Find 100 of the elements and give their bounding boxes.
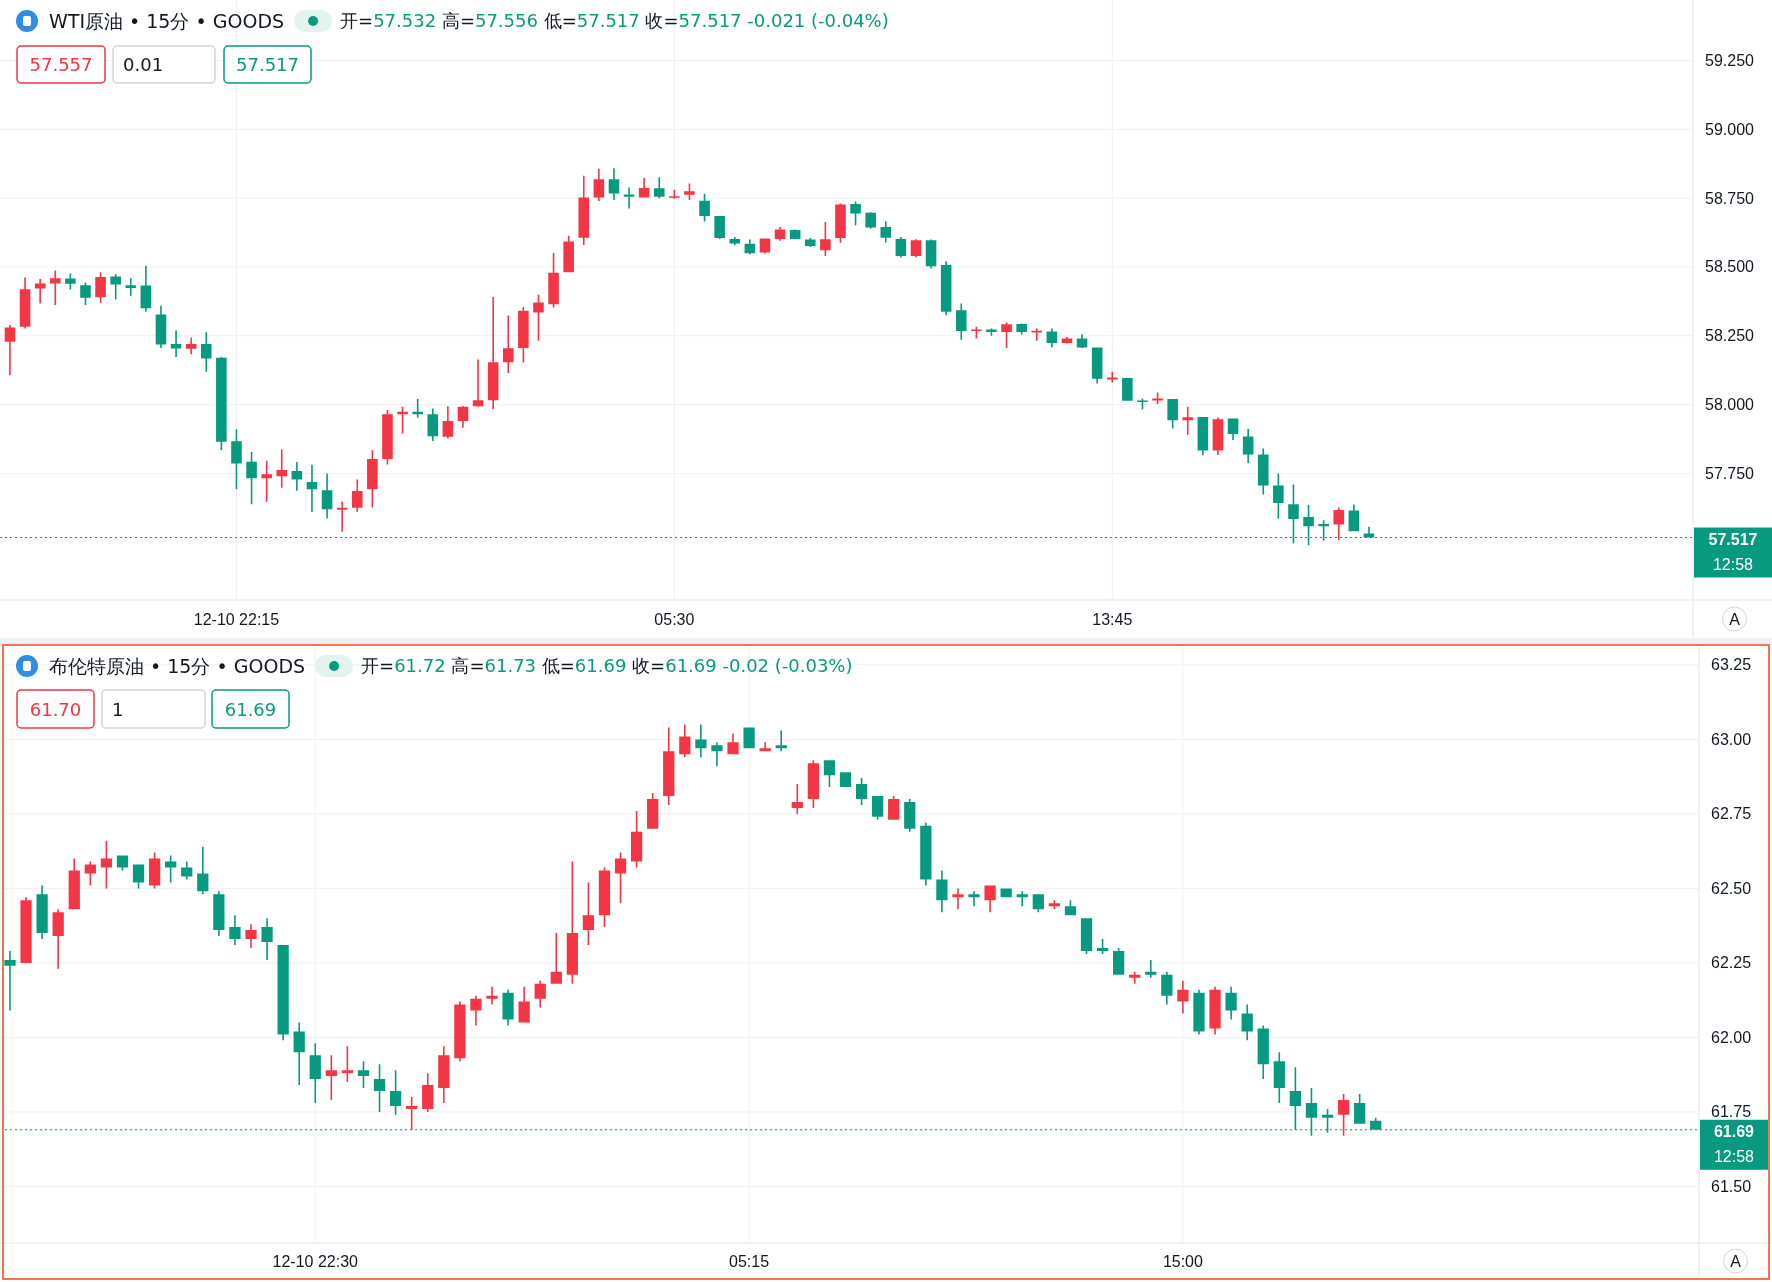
candlestick <box>4 325 16 376</box>
y-tick-label: 62.75 <box>1711 805 1752 823</box>
candlestick <box>968 891 980 907</box>
ref-line-label: 57.517 <box>1708 530 1758 548</box>
candlestick <box>216 356 227 451</box>
ref-line-label: 61.69 <box>1714 1122 1754 1140</box>
candlestick <box>638 178 650 198</box>
candlestick <box>4 950 16 1011</box>
candlestick <box>623 187 635 209</box>
y-tick-label: 61.75 <box>1711 1103 1752 1121</box>
y-tick-label: 58.250 <box>1705 327 1754 345</box>
candlestick <box>276 449 288 488</box>
candlestick <box>679 724 691 758</box>
y-tick-label: 62.25 <box>1711 954 1752 972</box>
y-tick-label: 58.750 <box>1705 189 1754 207</box>
candlestick <box>1177 980 1189 1014</box>
candlestick <box>1257 448 1269 495</box>
candlestick <box>438 1046 450 1103</box>
candlestick <box>729 236 741 246</box>
candlestick <box>711 742 723 767</box>
candlestick <box>653 177 665 199</box>
candlestick <box>984 885 996 913</box>
chart-subtitle: 开=61.72 高=61.73 低=61.69 收=61.69 -0.02 (-0.03%) <box>361 655 853 676</box>
y-tick-label: 62.00 <box>1711 1028 1752 1046</box>
candlestick <box>200 332 212 372</box>
candlestick <box>472 359 484 407</box>
candlestick <box>534 980 546 1008</box>
candlestick <box>306 464 318 512</box>
candlestick <box>743 727 755 749</box>
candlestick <box>727 733 739 755</box>
annotation: 61.69 <box>224 698 277 720</box>
x-tick-label: 12-10 22:15 <box>193 611 280 628</box>
candlestick <box>1106 371 1118 383</box>
candlestick <box>1193 989 1205 1035</box>
candlestick <box>1209 986 1221 1035</box>
candlestick <box>336 501 348 532</box>
candlestick <box>261 918 273 960</box>
candlestick <box>714 216 725 239</box>
candlestick <box>955 303 967 340</box>
x-tick-label: 12-10 22:30 <box>272 1253 358 1270</box>
y-tick-label: 58.500 <box>1705 258 1754 276</box>
y-tick-label: 63.00 <box>1711 730 1752 748</box>
candlestick <box>880 221 892 243</box>
candlestick <box>791 784 803 814</box>
y-tick-label: 63.25 <box>1711 656 1752 674</box>
x-tick-label: 13:45 <box>1092 611 1133 628</box>
y-tick-label: 62.50 <box>1711 879 1752 897</box>
candlestick <box>1333 507 1345 541</box>
candlestick <box>20 897 32 963</box>
x-tick-label: 05:30 <box>654 611 695 628</box>
candlestick <box>669 189 680 199</box>
candlestick <box>952 888 964 910</box>
y-tick-label: 58.000 <box>1705 396 1754 414</box>
candlestick <box>1016 891 1028 907</box>
annotation: 12:58 <box>1713 555 1753 573</box>
y-tick-label: 61.50 <box>1711 1177 1752 1195</box>
candlestick <box>971 326 982 339</box>
candlestick <box>1129 971 1141 984</box>
candlestick <box>34 279 46 304</box>
candlestick <box>487 296 499 410</box>
candlestick <box>470 995 482 1026</box>
candlestick <box>293 1022 305 1086</box>
candlestick <box>804 238 816 247</box>
candlestick <box>197 846 209 895</box>
y-tick-label: 59.000 <box>1705 120 1754 138</box>
candlestick <box>486 986 498 1005</box>
candlestick <box>382 410 393 465</box>
candlestick <box>936 870 948 913</box>
annotation: 57.557 <box>29 54 93 75</box>
candlestick <box>563 235 574 273</box>
candlestick <box>80 282 91 305</box>
candlestick <box>291 462 303 491</box>
annotation: A <box>1729 611 1740 628</box>
annotation: 1 <box>112 698 124 720</box>
candlestick <box>49 270 61 305</box>
chart-title: 布伦特原油 • 15分 • GOODS <box>49 655 306 677</box>
candlestick <box>351 479 363 512</box>
candlestick <box>1182 406 1194 435</box>
annotation: 0.01 <box>123 54 164 75</box>
candlestick <box>1225 986 1237 1020</box>
chart-subtitle: 开=57.532 高=57.556 低=57.517 收=57.517 -0.021 (-0.04%) <box>340 10 889 31</box>
candlestick <box>309 1043 321 1103</box>
annotation: A <box>1730 1253 1741 1270</box>
candlestick <box>229 915 241 945</box>
x-tick-label: 15:00 <box>1162 1253 1203 1270</box>
candlestick <box>36 885 48 940</box>
candlestick <box>759 742 771 752</box>
candlestick <box>170 330 182 357</box>
candlestick <box>52 909 64 969</box>
candlestick <box>986 328 997 336</box>
candlestick <box>1145 959 1157 978</box>
candlestick <box>550 933 562 984</box>
annotation: 61.70 <box>29 698 82 720</box>
annotation: 57.517 <box>236 54 299 75</box>
candlestick <box>502 315 514 373</box>
chart-title: WTI原油 • 15分 • GOODS <box>49 10 285 32</box>
candlestick <box>835 203 846 243</box>
candlestick <box>502 989 514 1026</box>
x-tick-label: 05:15 <box>729 1253 770 1270</box>
candlestick <box>695 724 707 758</box>
